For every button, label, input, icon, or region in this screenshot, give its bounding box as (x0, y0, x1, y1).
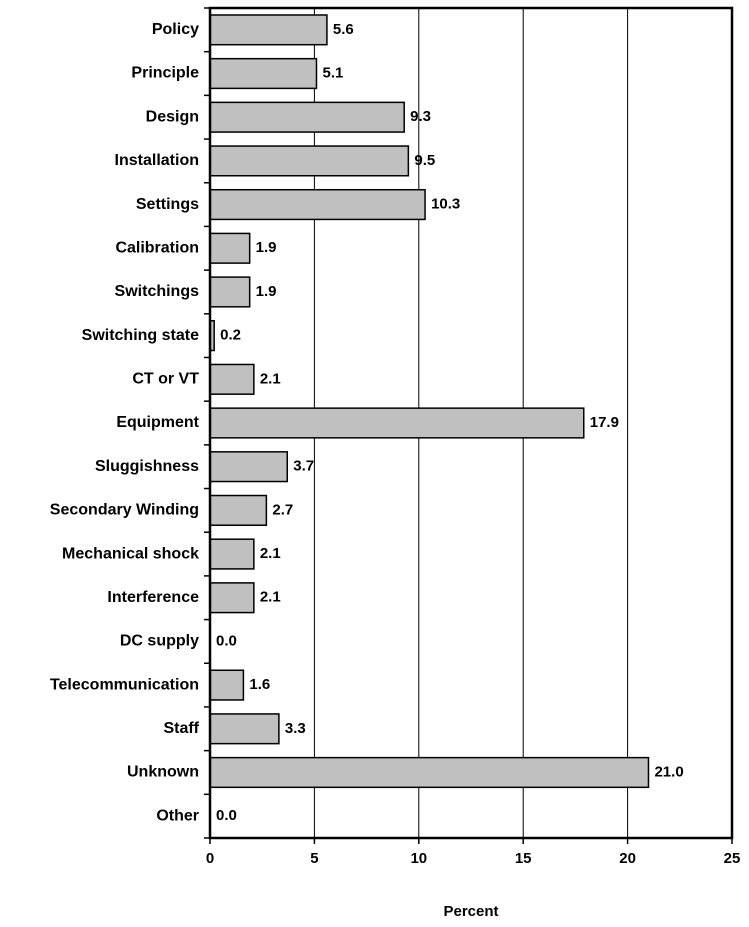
y-tick-label: Calibration (115, 239, 199, 256)
bar (209, 494, 268, 526)
bar (209, 276, 251, 308)
bar (209, 101, 405, 133)
y-tick-label: Policy (152, 21, 199, 38)
y-tick-label: CT or VT (132, 371, 199, 388)
x-tick-label: 25 (724, 850, 741, 867)
value-label: 2.7 (272, 501, 293, 518)
bar (209, 756, 650, 789)
y-tick-label: Design (146, 108, 199, 125)
y-tick-label: Secondary Winding (50, 502, 199, 519)
y-tick-label: Switching state (82, 327, 199, 344)
value-label: 1.9 (256, 283, 277, 300)
bar (209, 451, 289, 483)
y-tick-label: Mechanical shock (62, 545, 199, 562)
y-tick-label: Staff (163, 720, 199, 737)
value-label: 5.6 (333, 21, 354, 38)
bar (209, 669, 245, 701)
bar (209, 582, 255, 614)
x-tick-label: 20 (619, 850, 636, 867)
x-tick-label: 10 (410, 850, 427, 867)
y-tick-label: Unknown (127, 764, 199, 781)
bar (209, 407, 585, 439)
x-tick-label: 0 (206, 850, 214, 867)
bar (209, 57, 318, 90)
value-label: 2.1 (260, 370, 281, 387)
y-tick-label: Interference (107, 589, 199, 606)
value-label: 3.3 (285, 720, 306, 737)
y-tick-label: Telecommunication (50, 676, 199, 693)
y-tick-label: Sluggishness (95, 458, 199, 475)
plot-frame (208, 6, 734, 840)
bar (209, 363, 255, 395)
value-label: 0.2 (220, 327, 241, 344)
bar (209, 145, 410, 177)
value-label: 0.0 (216, 632, 237, 649)
bar (209, 232, 251, 264)
x-tick-label: 5 (310, 850, 318, 867)
y-tick-label: Equipment (116, 414, 199, 431)
value-label: 2.1 (260, 545, 281, 562)
value-label: 10.3 (431, 196, 460, 213)
bar (209, 713, 280, 745)
y-tick-label: Installation (115, 152, 199, 169)
y-tick-label: Other (156, 807, 199, 824)
value-label: 21.0 (654, 763, 683, 780)
x-tick-label: 15 (515, 850, 532, 867)
value-label: 1.6 (249, 676, 270, 693)
y-tick-label: Principle (131, 65, 199, 82)
value-label: 3.7 (293, 458, 314, 475)
y-tick-label: Settings (136, 196, 199, 213)
value-label: 0.0 (216, 807, 237, 824)
value-label: 17.9 (590, 414, 619, 431)
value-label: 9.3 (410, 108, 431, 125)
value-label: 1.9 (256, 239, 277, 256)
bar (209, 14, 328, 46)
value-label: 9.5 (414, 152, 435, 169)
bar (209, 538, 255, 570)
y-tick-label: Switchings (115, 283, 200, 300)
y-tick-label: DC supply (120, 633, 199, 650)
value-label: 5.1 (322, 64, 343, 81)
bar (209, 188, 426, 221)
x-axis-label: Percent (443, 903, 498, 920)
value-label: 2.1 (260, 589, 281, 606)
